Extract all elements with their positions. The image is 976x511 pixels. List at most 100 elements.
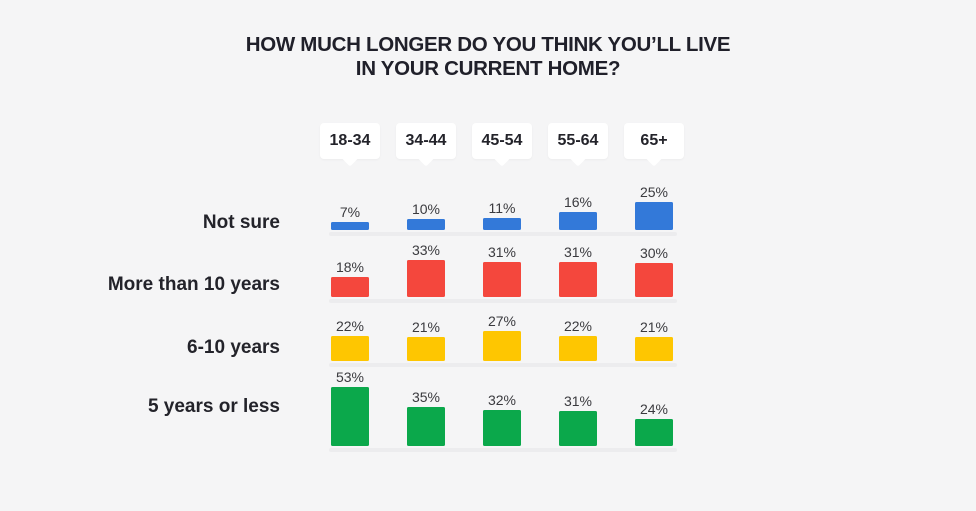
bar-cell: 24% [616, 402, 692, 446]
bar-value-label: 21% [411, 319, 441, 335]
bar [635, 419, 673, 446]
bar-cell: 31% [540, 394, 616, 446]
chart-row: 5 years or less 53% 35% 32% 31% 24% [0, 367, 976, 452]
bar-cell: 10% [388, 202, 464, 230]
bar [483, 410, 521, 446]
bar-value-label: 35% [411, 389, 441, 405]
row-bars: 18% 33% 31% 31% 30% [312, 236, 692, 303]
age-group-cell: 65+ [616, 123, 692, 167]
bar-cell: 21% [388, 320, 464, 361]
bar-value-label: 24% [639, 401, 669, 417]
bar-value-label: 32% [487, 392, 517, 408]
bar [407, 337, 445, 361]
bar [635, 202, 673, 230]
row-label: 5 years or less [147, 396, 280, 417]
bar [407, 219, 445, 230]
row-baseline [329, 363, 677, 367]
age-group-cell: 55-64 [540, 123, 616, 167]
bar [407, 260, 445, 297]
chart-title-line1: HOW MUCH LONGER DO YOU THINK YOU’LL LIVE [245, 33, 731, 56]
bar-value-label: 22% [335, 318, 365, 334]
bar-value-label: 21% [639, 319, 669, 335]
chart-row: 6-10 years 22% 21% 27% 22% 21% [0, 303, 976, 367]
age-group-bubble: 18-34 [320, 123, 380, 167]
bar-cell: 35% [388, 390, 464, 446]
chart-title: HOW MUCH LONGER DO YOU THINK YOU’LL LIVE… [0, 33, 976, 80]
age-group-bubble: 65+ [624, 123, 684, 167]
bar-value-label: 27% [487, 313, 517, 329]
row-baseline [329, 232, 677, 236]
bar-value-label: 25% [639, 184, 669, 200]
bar [331, 277, 369, 297]
age-group-bubble: 34-44 [396, 123, 456, 167]
chart-row: Not sure 7% 10% 11% 16% 25% [0, 171, 976, 236]
bar [483, 262, 521, 297]
chart-grid: Not sure 7% 10% 11% 16% 25% More than 10 years… [0, 171, 976, 452]
row-bars: 53% 35% 32% 31% 24% [312, 367, 692, 452]
age-group-label: 34-44 [405, 132, 447, 149]
bar-cell: 53% [312, 370, 388, 446]
bar-value-label: 31% [487, 244, 517, 260]
age-group-label: 55-64 [557, 132, 599, 149]
bar [559, 262, 597, 297]
row-bars: 7% 10% 11% 16% 25% [312, 171, 692, 236]
bar [483, 331, 521, 361]
chart-row: More than 10 years 18% 33% 31% 31% 30% [0, 236, 976, 303]
age-group-cell: 34-44 [388, 123, 464, 167]
bar-value-label: 31% [563, 393, 593, 409]
age-group-label: 45-54 [481, 132, 523, 149]
bar [331, 222, 369, 230]
row-label: 6-10 years [187, 337, 280, 358]
row-baseline [329, 448, 677, 452]
bar [331, 387, 369, 446]
bar-cell: 7% [312, 205, 388, 230]
bar-value-label: 16% [563, 194, 593, 210]
age-group-bubble: 45-54 [472, 123, 532, 167]
bar [331, 336, 369, 361]
bubble-tail [645, 149, 663, 167]
age-group-bubble: 55-64 [548, 123, 608, 167]
bar [559, 336, 597, 361]
age-group-cell: 18-34 [312, 123, 388, 167]
bar-cell: 22% [312, 319, 388, 361]
bubble-tail [493, 149, 511, 167]
age-group-label: 65+ [640, 132, 668, 149]
bar [407, 407, 445, 446]
bar-cell: 27% [464, 314, 540, 361]
bar-cell: 32% [464, 393, 540, 446]
bar-value-label: 18% [335, 259, 365, 275]
bar-cell: 30% [616, 246, 692, 297]
bar-value-label: 10% [411, 201, 441, 217]
bar-cell: 33% [388, 243, 464, 297]
bar [635, 263, 673, 297]
bar-cell: 22% [540, 319, 616, 361]
age-group-header: 18-34 34-44 45-54 55-64 65+ [312, 123, 692, 167]
bubble-tail [569, 149, 587, 167]
bar-cell: 18% [312, 260, 388, 297]
age-group-cell: 45-54 [464, 123, 540, 167]
bubble-tail [417, 149, 435, 167]
row-baseline [329, 299, 677, 303]
bar-cell: 31% [540, 245, 616, 297]
bar-value-label: 7% [339, 204, 361, 220]
row-label: More than 10 years [107, 274, 280, 295]
bar-cell: 11% [464, 201, 540, 230]
bar-value-label: 30% [639, 245, 669, 261]
bar-value-label: 11% [488, 200, 516, 216]
row-bars: 22% 21% 27% 22% 21% [312, 303, 692, 367]
bubble-tail [341, 149, 359, 167]
bar-cell: 31% [464, 245, 540, 297]
bar [559, 411, 597, 446]
bar-value-label: 53% [335, 369, 365, 385]
row-label: Not sure [202, 212, 280, 233]
chart-title-line2: IN YOUR CURRENT HOME? [355, 56, 621, 80]
bar [483, 218, 521, 230]
bar-cell: 21% [616, 320, 692, 361]
bar-value-label: 33% [411, 242, 441, 258]
bar-value-label: 22% [563, 318, 593, 334]
bar [559, 212, 597, 230]
bar-cell: 16% [540, 195, 616, 230]
bar [635, 337, 673, 361]
age-group-label: 18-34 [329, 132, 371, 149]
